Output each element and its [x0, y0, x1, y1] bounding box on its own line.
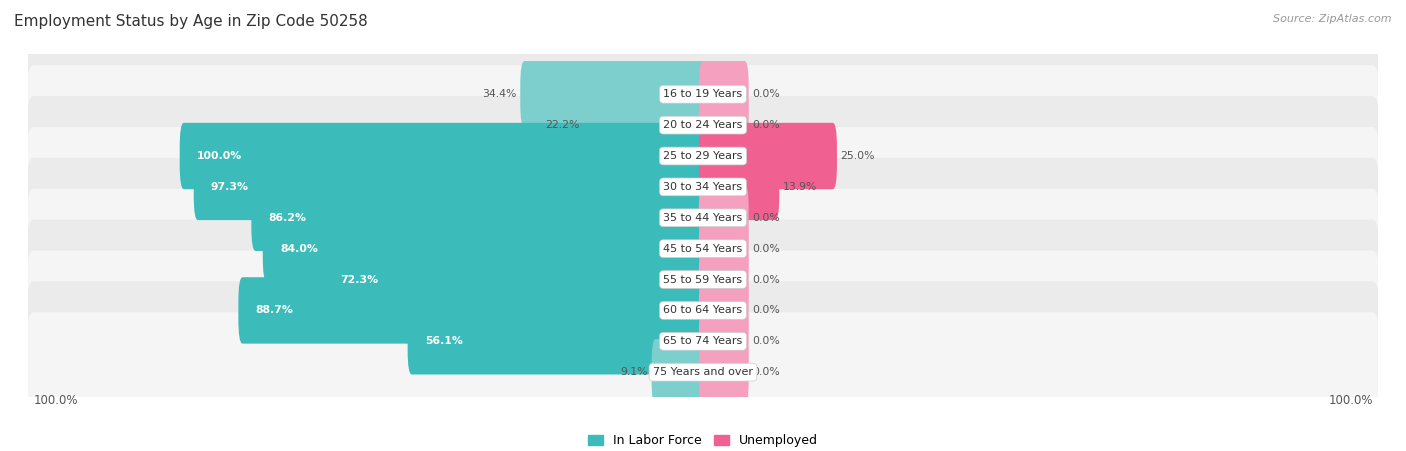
Text: 0.0%: 0.0%: [752, 120, 780, 130]
FancyBboxPatch shape: [194, 154, 707, 220]
FancyBboxPatch shape: [699, 246, 748, 313]
FancyBboxPatch shape: [699, 308, 748, 374]
Text: 0.0%: 0.0%: [752, 275, 780, 285]
Text: 30 to 34 Years: 30 to 34 Years: [664, 182, 742, 192]
Text: 0.0%: 0.0%: [752, 244, 780, 253]
Text: 35 to 44 Years: 35 to 44 Years: [664, 213, 742, 223]
Text: 34.4%: 34.4%: [482, 89, 516, 99]
FancyBboxPatch shape: [25, 65, 1381, 185]
FancyBboxPatch shape: [25, 312, 1381, 432]
Text: 72.3%: 72.3%: [340, 275, 378, 285]
Text: 25 to 29 Years: 25 to 29 Years: [664, 151, 742, 161]
Text: 84.0%: 84.0%: [280, 244, 318, 253]
FancyBboxPatch shape: [408, 308, 707, 374]
FancyBboxPatch shape: [699, 184, 748, 251]
Text: 55 to 59 Years: 55 to 59 Years: [664, 275, 742, 285]
Text: 56.1%: 56.1%: [425, 336, 463, 346]
Text: 75 Years and over: 75 Years and over: [652, 367, 754, 377]
FancyBboxPatch shape: [263, 216, 707, 282]
FancyBboxPatch shape: [699, 216, 748, 282]
FancyBboxPatch shape: [699, 123, 837, 189]
Text: 86.2%: 86.2%: [269, 213, 307, 223]
Text: 88.7%: 88.7%: [256, 305, 294, 315]
Text: 16 to 19 Years: 16 to 19 Years: [664, 89, 742, 99]
FancyBboxPatch shape: [699, 339, 748, 405]
FancyBboxPatch shape: [25, 127, 1381, 247]
FancyBboxPatch shape: [25, 158, 1381, 278]
Text: 25.0%: 25.0%: [841, 151, 875, 161]
Text: 45 to 54 Years: 45 to 54 Years: [664, 244, 742, 253]
Text: 60 to 64 Years: 60 to 64 Years: [664, 305, 742, 315]
FancyBboxPatch shape: [25, 189, 1381, 308]
Text: 0.0%: 0.0%: [752, 305, 780, 315]
FancyBboxPatch shape: [699, 154, 779, 220]
FancyBboxPatch shape: [239, 277, 707, 344]
Text: 0.0%: 0.0%: [752, 89, 780, 99]
FancyBboxPatch shape: [25, 34, 1381, 154]
FancyBboxPatch shape: [323, 246, 707, 313]
FancyBboxPatch shape: [25, 220, 1381, 340]
Text: 100.0%: 100.0%: [34, 394, 77, 407]
Text: 65 to 74 Years: 65 to 74 Years: [664, 336, 742, 346]
FancyBboxPatch shape: [651, 339, 707, 405]
Text: 0.0%: 0.0%: [752, 336, 780, 346]
FancyBboxPatch shape: [25, 250, 1381, 370]
FancyBboxPatch shape: [699, 61, 748, 128]
FancyBboxPatch shape: [25, 96, 1381, 216]
FancyBboxPatch shape: [699, 92, 748, 158]
Text: 0.0%: 0.0%: [752, 367, 780, 377]
FancyBboxPatch shape: [252, 184, 707, 251]
FancyBboxPatch shape: [699, 277, 748, 344]
Text: 20 to 24 Years: 20 to 24 Years: [664, 120, 742, 130]
Text: 100.0%: 100.0%: [1329, 394, 1372, 407]
Text: Source: ZipAtlas.com: Source: ZipAtlas.com: [1274, 14, 1392, 23]
Text: 100.0%: 100.0%: [197, 151, 242, 161]
Text: 22.2%: 22.2%: [546, 120, 579, 130]
Text: Employment Status by Age in Zip Code 50258: Employment Status by Age in Zip Code 502…: [14, 14, 368, 28]
FancyBboxPatch shape: [25, 281, 1381, 401]
Legend: In Labor Force, Unemployed: In Labor Force, Unemployed: [583, 429, 823, 451]
Text: 97.3%: 97.3%: [211, 182, 249, 192]
Text: 9.1%: 9.1%: [620, 367, 648, 377]
FancyBboxPatch shape: [180, 123, 707, 189]
Text: 0.0%: 0.0%: [752, 213, 780, 223]
FancyBboxPatch shape: [583, 92, 707, 158]
FancyBboxPatch shape: [520, 61, 707, 128]
Text: 13.9%: 13.9%: [783, 182, 817, 192]
